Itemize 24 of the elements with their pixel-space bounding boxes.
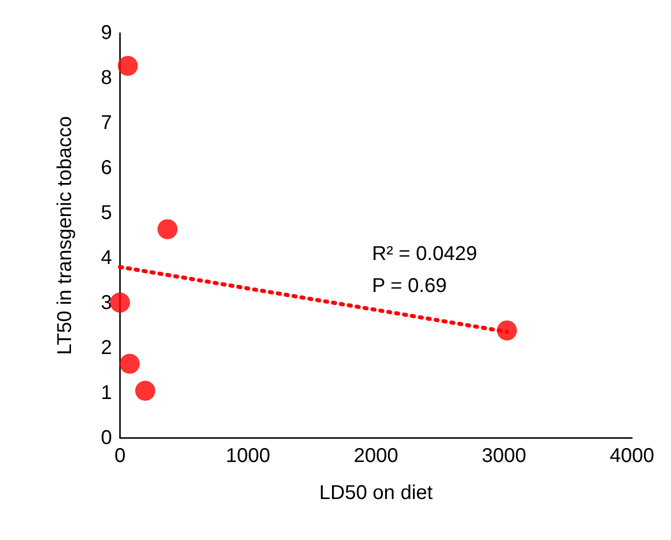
annotation: R² = 0.0429	[372, 243, 478, 265]
x-tick-label: 0	[114, 445, 126, 467]
y-tick-label: 9	[100, 22, 112, 44]
x-tick-label: 4000	[610, 445, 654, 467]
y-tick-label: 7	[100, 112, 112, 134]
y-axis-title: LT50 in transgenic tobacco	[54, 116, 76, 355]
point	[110, 292, 130, 313]
y-tick-label: 0	[100, 427, 112, 449]
point	[135, 380, 156, 401]
y-tick-label: 5	[100, 202, 112, 224]
x-tick-label: 1000	[226, 445, 270, 467]
y-tick-label: 1	[100, 382, 112, 404]
y-tick-label: 8	[100, 67, 112, 89]
x-tick-label: 3000	[482, 445, 526, 467]
annotation: P = 0.69	[372, 275, 447, 297]
point	[118, 56, 138, 76]
x-axis-title: LD50 on diet	[319, 482, 434, 504]
y-tick-label: 6	[100, 157, 112, 179]
y-tick-label: 4	[100, 247, 112, 269]
point	[120, 354, 140, 374]
point	[158, 219, 178, 240]
x-tick-label: 2000	[354, 445, 398, 467]
y-tick-label: 3	[100, 292, 112, 314]
y-tick-label: 2	[100, 337, 112, 359]
